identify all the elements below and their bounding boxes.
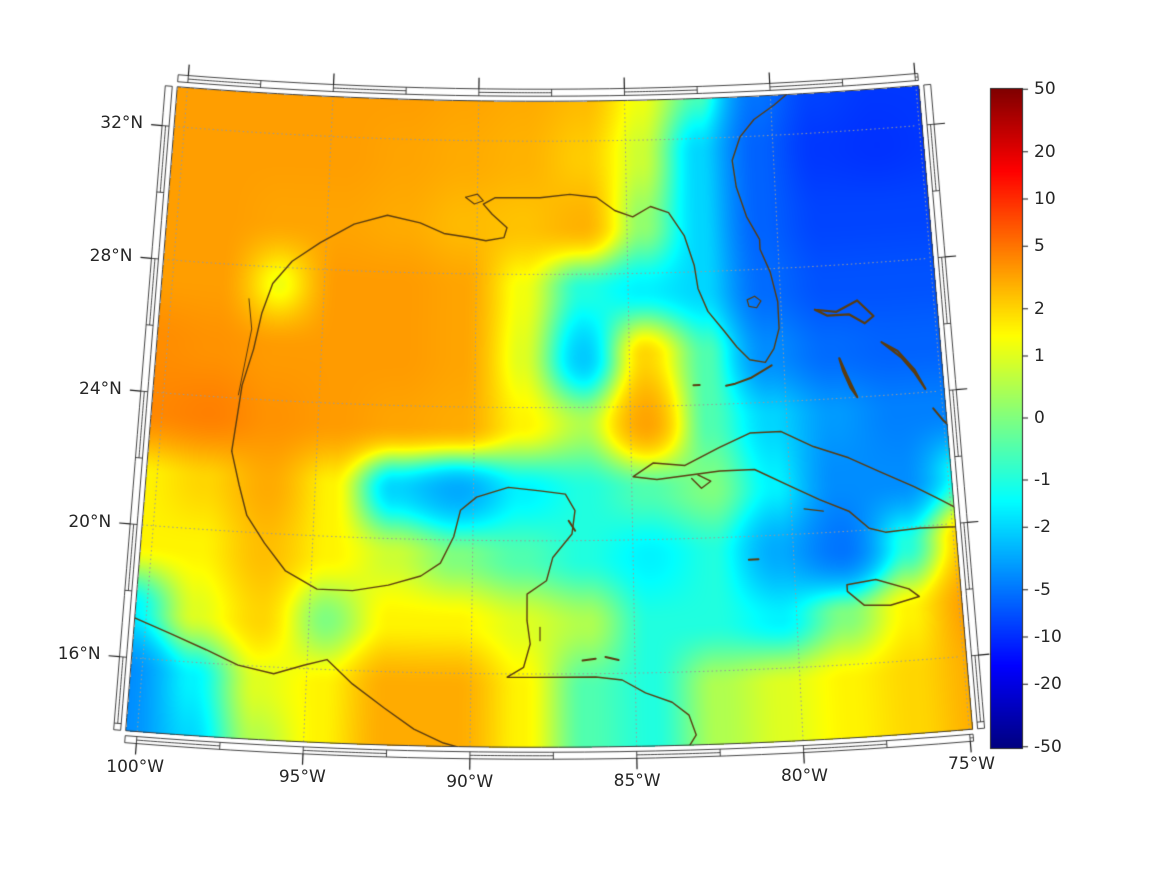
lat-tick-label: 20°N [68,511,112,532]
colorbar-tick-label: 20 [1034,141,1056,162]
lon-tick-label: 75°W [948,754,995,775]
lon-tick-label: 100°W [106,756,165,777]
colorbar-tick-label: 5 [1034,236,1045,257]
colorbar-tick-label: 1 [1034,346,1045,366]
lon-tick-label: 85°W [613,771,661,792]
lat-tick-label: 28°N [89,246,133,267]
lon-tick-label: 95°W [278,766,326,787]
colorbar-tick-label: 2 [1034,298,1045,319]
colorbar-tick-label: 0 [1034,408,1045,428]
colorbar-tick-label: -1 [1034,470,1051,490]
colorbar-tick-label: 50 [1034,79,1056,100]
lat-tick-label: 16°N [57,644,101,665]
colorbar-tick-label: -2 [1034,517,1051,538]
colorbar-tick-label: -50 [1034,736,1062,757]
lon-tick-label: 90°W [446,771,494,792]
colorbar-tick-label: 10 [1034,189,1056,209]
lon-tick-label: 80°W [780,765,828,786]
colorbar-tick-label: -5 [1034,579,1051,600]
colorbar-tick-label: -20 [1034,674,1062,695]
colorbar-tick-label: -10 [1034,627,1062,647]
lat-tick-label: 32°N [100,113,144,134]
lat-tick-label: 24°N [79,378,122,399]
